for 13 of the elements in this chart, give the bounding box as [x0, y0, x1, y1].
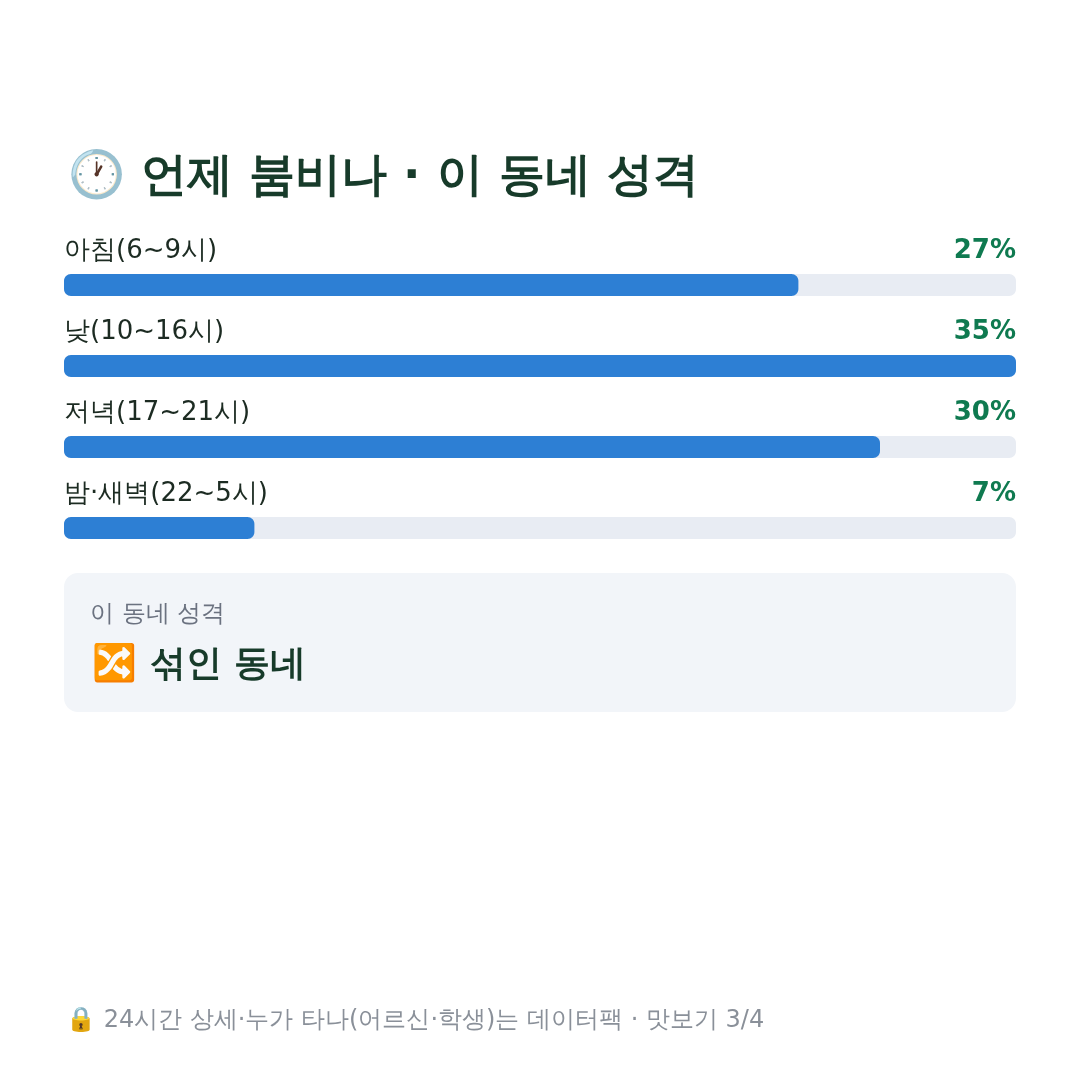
bar: [64, 517, 255, 539]
text: 🔒 24시간 상세·누가 타나(어르신·학생)는 데이터팩 · 맛보기 3/4: [66, 1005, 765, 1033]
y-tick-label: 밤·새벽(22~5시): [64, 477, 268, 507]
data-label: 27%: [953, 234, 1016, 264]
y-tick-label: 낮(10~16시): [64, 315, 225, 345]
data-label: 30%: [953, 396, 1016, 426]
data-label: 35%: [953, 315, 1016, 345]
text: 이 동네 성격: [90, 599, 226, 627]
y-tick-label: 아침(6~9시): [64, 234, 218, 264]
chart-title: 🕐 언제 붐비나 · 이 동네 성격: [68, 147, 699, 201]
y-tick-label: 저녁(17~21시): [64, 396, 251, 426]
data-label: 7%: [971, 477, 1016, 507]
text: 🔀 섞인 동네: [92, 642, 307, 683]
